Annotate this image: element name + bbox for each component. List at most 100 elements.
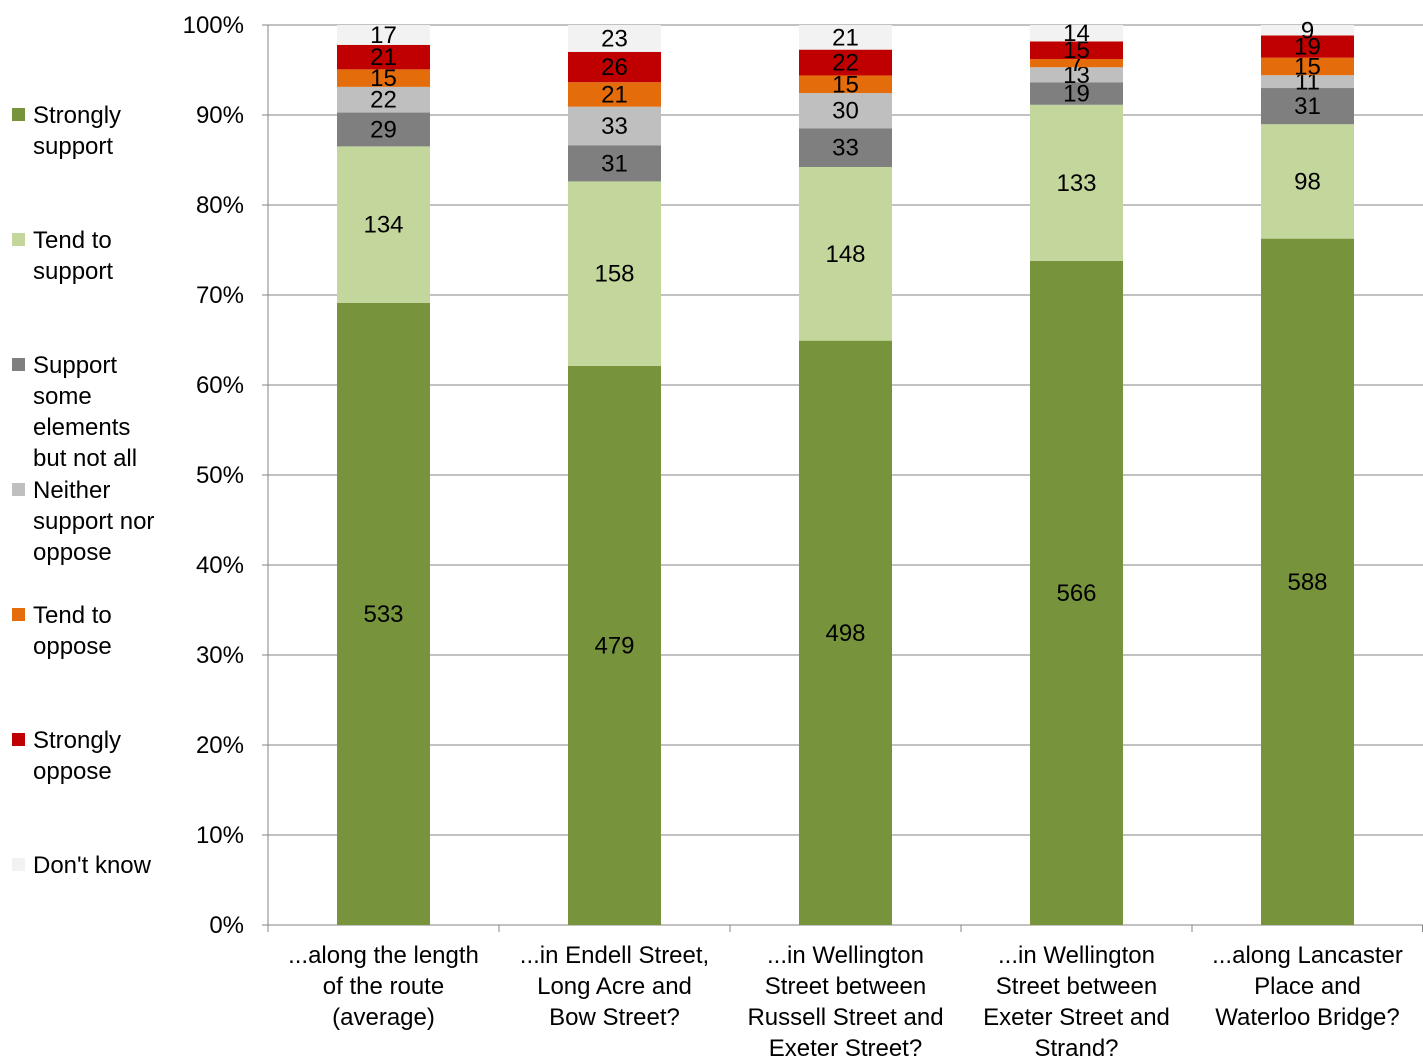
bar-segment (1261, 124, 1354, 239)
x-category-label: Street between (996, 973, 1157, 1000)
x-category-label: ...in Wellington (998, 942, 1155, 969)
legend-label-line: Strongly (33, 102, 122, 129)
data-label: 158 (594, 261, 634, 288)
y-tick-label: 80% (196, 192, 244, 219)
legend-label-line: elements (33, 414, 131, 441)
data-label: 26 (601, 54, 628, 81)
data-label: 15 (1063, 37, 1090, 64)
x-category-label: Strand? (1034, 1035, 1118, 1059)
data-label: 14 (1063, 20, 1090, 47)
bar-segment (1261, 57, 1354, 76)
data-label: 33 (601, 113, 628, 140)
legend-label: Tend to support (33, 225, 173, 287)
data-label: 9 (1301, 17, 1314, 44)
bar-segment (568, 82, 661, 107)
legend-swatch (12, 483, 25, 496)
legend-label-line: Don't know (33, 852, 151, 879)
y-tick-label: 50% (196, 462, 244, 489)
bar-segment (337, 302, 430, 925)
bar-segment (568, 51, 661, 83)
legend-label-line: Strongly (33, 727, 122, 754)
legend-label: Don't know (33, 850, 173, 881)
data-label: 21 (832, 24, 859, 51)
legend-label-line: Support (33, 352, 118, 379)
bar-segment (1030, 41, 1123, 60)
bar-segment (1261, 75, 1354, 89)
data-label: 98 (1294, 168, 1321, 195)
legend-item: Strongly support (12, 100, 182, 162)
legend-label: Strongly support (33, 100, 173, 162)
data-label: 479 (594, 632, 634, 659)
legend-label: Support some elements but not all (33, 350, 173, 474)
bar-segment (568, 365, 661, 925)
bar-segment (799, 75, 892, 94)
x-category-label: Waterloo Bridge? (1215, 1004, 1400, 1031)
data-label: 31 (1294, 93, 1321, 120)
bar-segment (1261, 25, 1354, 36)
x-category-label: Russell Street and (747, 1004, 943, 1031)
legend-swatch (12, 858, 25, 871)
bar-segment (1030, 260, 1123, 925)
legend-label-line: Tend to (33, 602, 112, 629)
data-label: 533 (363, 601, 403, 628)
x-category-label: Street between (765, 973, 926, 1000)
bar-segment (1261, 238, 1354, 926)
data-label: 21 (370, 44, 397, 71)
legend-swatch (12, 358, 25, 371)
data-label: 19 (1063, 81, 1090, 108)
data-label: 17 (370, 22, 397, 49)
x-category-label: (average) (332, 1004, 435, 1031)
data-label: 566 (1056, 580, 1096, 607)
y-tick-label: 90% (196, 102, 244, 129)
data-label: 31 (601, 150, 628, 177)
bar-segment (568, 106, 661, 146)
bar-segment (799, 93, 892, 129)
data-label: 15 (832, 71, 859, 98)
data-label: 23 (601, 25, 628, 52)
bar-segment (1261, 88, 1354, 125)
legend-item: Support some elements but not all (12, 350, 182, 474)
y-tick-label: 40% (196, 552, 244, 579)
data-label: 33 (832, 135, 859, 162)
legend-label-line: oppose (33, 758, 112, 785)
legend-swatch (12, 108, 25, 121)
legend-label-line: support nor (33, 508, 155, 535)
data-label: 22 (832, 50, 859, 77)
y-tick-label: 0% (209, 912, 244, 939)
y-tick-label: 60% (196, 372, 244, 399)
x-category-label: ...along Lancaster (1212, 942, 1403, 969)
legend-label-line: Tend to (33, 227, 112, 254)
legend: Strongly support Tend to support Support some… (12, 0, 182, 1059)
x-category-label: ...along the length (288, 942, 479, 969)
y-tick-label: 10% (196, 822, 244, 849)
bar-segment (1030, 104, 1123, 261)
x-category-label: Place and (1254, 973, 1361, 1000)
data-label: 133 (1056, 170, 1096, 197)
legend-label: Tend to oppose (33, 600, 173, 662)
bar-segment (337, 44, 430, 70)
data-label: 19 (1294, 34, 1321, 61)
x-category-label: Exeter Street and (983, 1004, 1170, 1031)
legend-label: Neither support nor oppose (33, 475, 173, 568)
bar-segment (568, 181, 661, 366)
legend-item: Neither support nor oppose (12, 475, 182, 568)
data-label: 148 (825, 241, 865, 268)
x-category-label: Exeter Street? (769, 1035, 922, 1059)
bar-segment (1030, 25, 1123, 42)
legend-item: Strongly oppose (12, 725, 182, 787)
legend-label-line: oppose (33, 539, 112, 566)
data-label: 21 (601, 81, 628, 108)
x-category-label: ...in Endell Street, (520, 942, 709, 969)
data-label: 15 (370, 65, 397, 92)
legend-label-line: support (33, 133, 114, 160)
bar-segment (1030, 59, 1123, 68)
data-label: 588 (1287, 569, 1327, 596)
bar-segment (799, 25, 892, 50)
legend-swatch (12, 608, 25, 621)
legend-swatch (12, 733, 25, 746)
data-label: 134 (363, 212, 403, 239)
bar-segment (337, 86, 430, 113)
x-category-label: Bow Street? (549, 1004, 680, 1031)
